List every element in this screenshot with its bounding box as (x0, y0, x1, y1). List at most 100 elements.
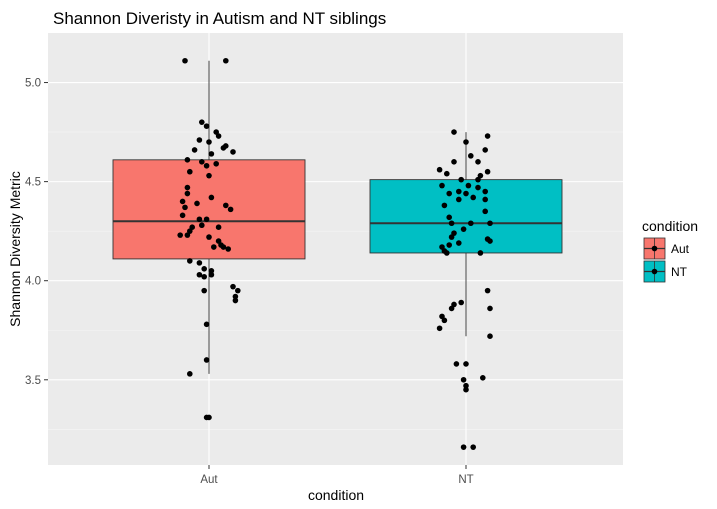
data-point (448, 220, 455, 227)
data-point (482, 196, 489, 203)
data-point (223, 202, 229, 209)
legend-label: Aut (671, 242, 690, 256)
box-NT (369, 179, 563, 254)
data-point (203, 162, 210, 169)
x-axis-title: condition (308, 487, 364, 503)
data-point (470, 444, 477, 450)
data-point (436, 325, 443, 332)
data-point (182, 57, 188, 64)
data-point (196, 137, 203, 143)
data-point (460, 226, 467, 232)
data-point (463, 386, 469, 393)
legend-key-point (651, 245, 658, 252)
data-point (220, 145, 227, 151)
data-point (439, 182, 445, 189)
data-point (463, 139, 469, 145)
data-point (199, 222, 205, 229)
data-point (487, 305, 493, 312)
y-tick-label: 5.0 (25, 78, 41, 90)
data-point (223, 57, 229, 64)
data-point (484, 287, 491, 294)
data-point (194, 200, 200, 207)
data-point (460, 376, 467, 383)
y-tick-label: 4.5 (25, 177, 41, 189)
data-point (201, 273, 207, 280)
data-point (184, 157, 191, 163)
data-point (187, 371, 193, 377)
data-point (184, 190, 191, 197)
y-tick-label: 4.0 (25, 276, 41, 288)
data-point (177, 232, 183, 238)
data-point (206, 139, 212, 145)
data-point (477, 250, 484, 256)
data-point (201, 266, 207, 272)
data-point (451, 129, 457, 135)
data-point (448, 305, 455, 312)
data-point (201, 287, 207, 294)
data-point (203, 123, 210, 129)
data-point (463, 382, 469, 389)
data-point (460, 444, 467, 450)
data-point (436, 166, 443, 173)
data-point (211, 244, 217, 250)
data-point (187, 258, 193, 264)
data-point (184, 184, 191, 191)
data-point (196, 260, 203, 266)
data-point (441, 202, 448, 209)
data-point (227, 206, 234, 213)
data-point (208, 271, 215, 278)
data-point (446, 214, 453, 221)
data-point (220, 244, 227, 250)
data-point (487, 238, 493, 244)
data-point (215, 133, 222, 139)
data-point (199, 159, 205, 165)
data-point (191, 147, 198, 153)
data-point (458, 299, 465, 306)
data-point (484, 133, 491, 139)
data-point (456, 196, 462, 203)
x-tick-label: NT (458, 474, 473, 486)
y-tick-label: 3.5 (25, 375, 41, 387)
data-point (487, 333, 493, 339)
data-point (235, 287, 241, 294)
data-point (199, 119, 205, 125)
data-point (203, 321, 210, 328)
data-point (451, 159, 457, 165)
data-point (482, 147, 489, 153)
data-point (448, 234, 455, 240)
data-point (203, 216, 210, 223)
data-point (230, 283, 236, 290)
data-point (444, 170, 450, 177)
data-point (444, 250, 450, 256)
data-point (187, 168, 193, 175)
data-point (482, 208, 489, 215)
data-point (184, 232, 191, 238)
data-point (463, 190, 469, 197)
data-point (213, 160, 219, 167)
legend-label: NT (671, 265, 688, 279)
data-point (215, 224, 222, 231)
data-point (470, 194, 477, 201)
data-point (468, 153, 474, 159)
data-point (475, 176, 481, 183)
data-point (482, 188, 489, 195)
data-point (487, 220, 493, 227)
data-point (179, 212, 186, 219)
data-point (225, 246, 231, 252)
legend-key-point (651, 268, 658, 275)
data-point (475, 184, 481, 191)
data-point (230, 149, 236, 155)
data-point (182, 204, 188, 211)
data-point (446, 190, 453, 197)
data-point (475, 159, 481, 165)
data-point (232, 297, 239, 304)
data-point (441, 317, 448, 324)
chart-title: Shannon Diveristy in Autism and NT sibli… (53, 9, 386, 28)
data-point (232, 293, 239, 300)
data-point (484, 168, 491, 175)
data-point (458, 176, 465, 183)
jitter-points (177, 57, 493, 450)
y-axis-title: Shannon Diversity Metric (7, 171, 23, 327)
data-point (480, 375, 486, 381)
data-point (456, 188, 462, 195)
